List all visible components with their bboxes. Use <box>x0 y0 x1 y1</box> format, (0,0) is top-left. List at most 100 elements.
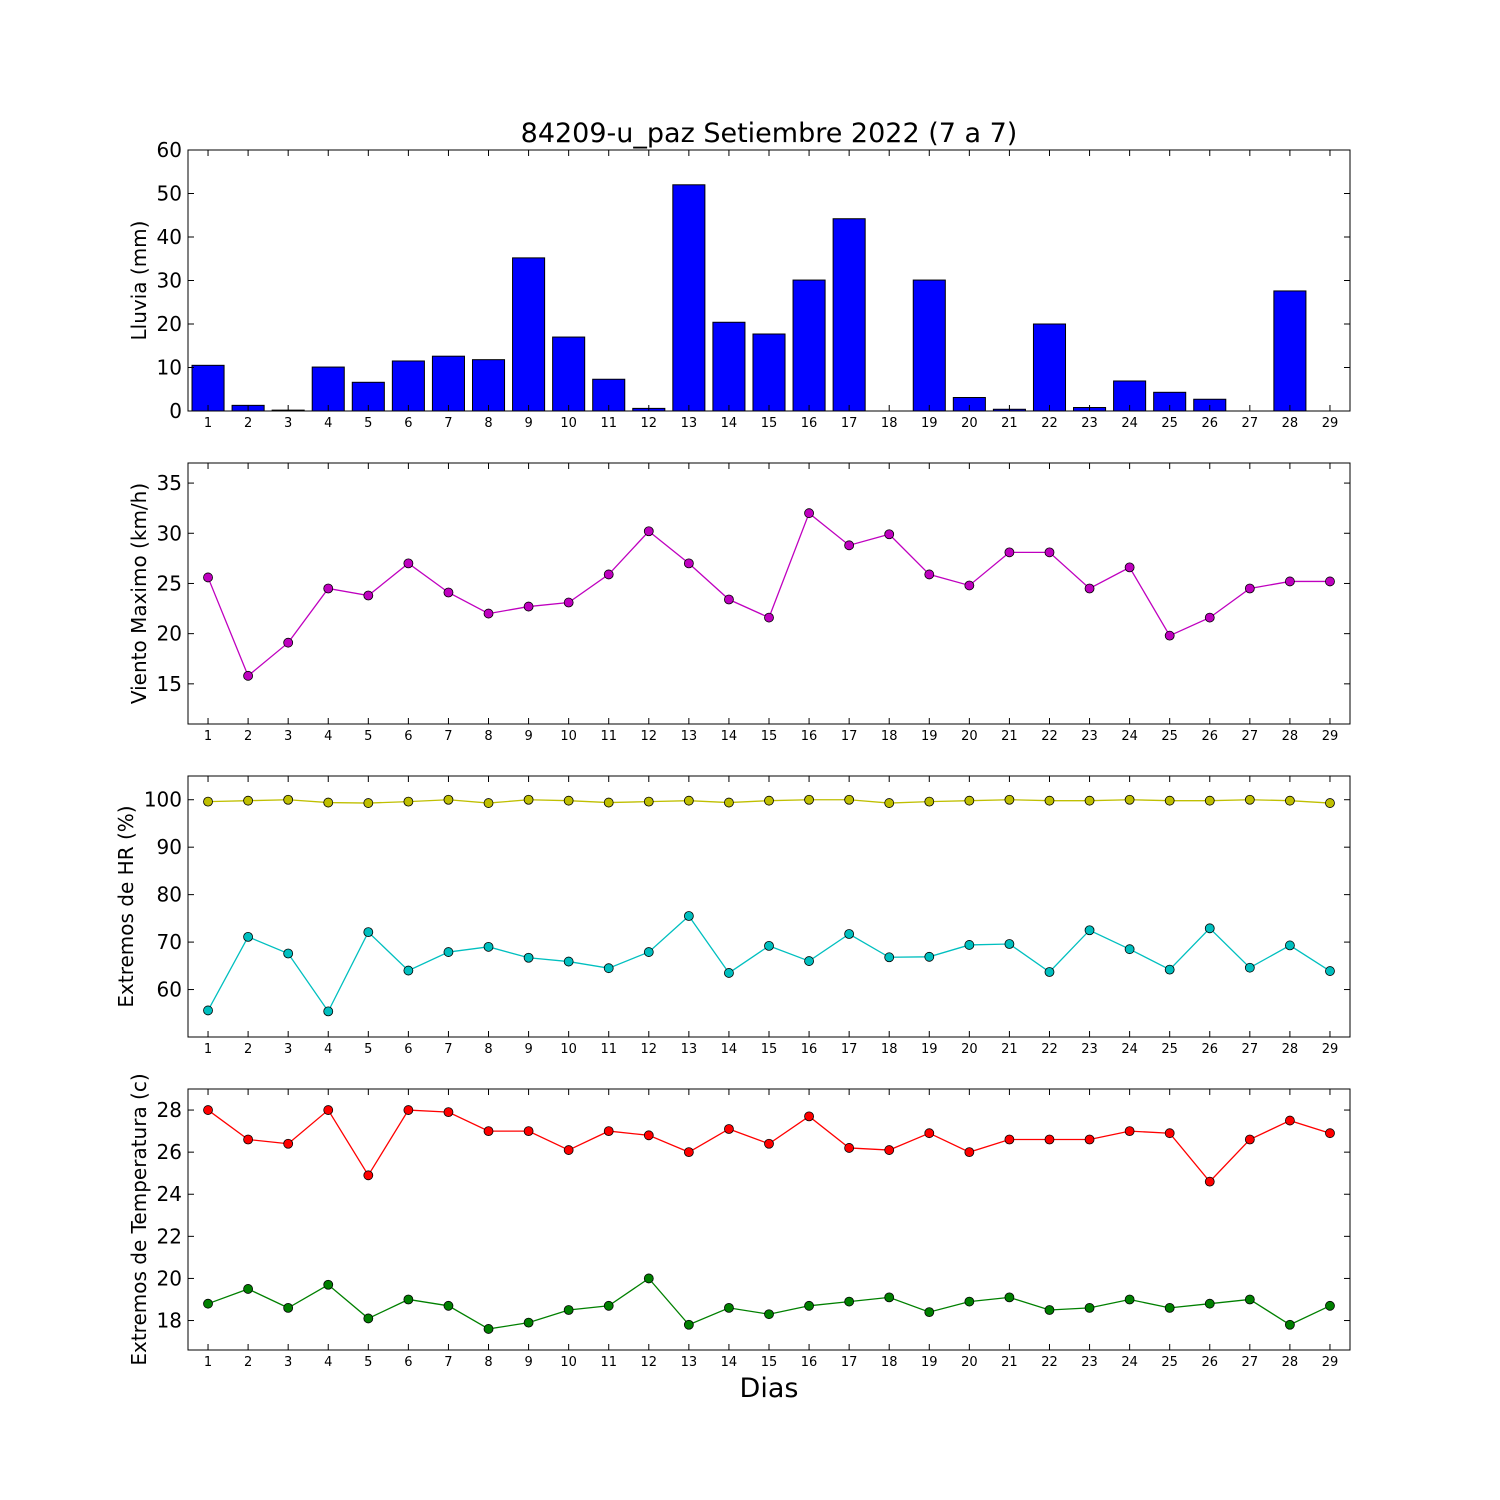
point-temperature-s1-20 <box>964 1147 975 1158</box>
point-wind-s1-14 <box>724 594 734 605</box>
xtick-label-rain-21: 21 <box>1001 416 1018 431</box>
ytick-label-temperature-28: 28 <box>157 1098 182 1122</box>
xtick-label-temperature-6: 6 <box>404 1355 412 1370</box>
bar-rain-17 <box>832 218 866 412</box>
point-wind-s1-10 <box>563 597 574 608</box>
xtick-label-temperature-4: 4 <box>324 1355 332 1370</box>
point-temperature-s2-29 <box>1325 1300 1335 1311</box>
point-humidity-s2-20 <box>964 940 975 950</box>
bar-rain-8 <box>471 359 506 412</box>
xtick-label-temperature-3: 3 <box>284 1355 292 1370</box>
point-temperature-s2-6 <box>403 1294 414 1305</box>
point-humidity-s2-27 <box>1244 962 1255 973</box>
ytick-label-humidity-60: 60 <box>157 978 182 1002</box>
point-humidity-s1-2 <box>243 795 254 806</box>
ytick-label-wind-30: 30 <box>157 521 182 545</box>
xtick-label-temperature-2: 2 <box>244 1355 252 1370</box>
xtick-label-temperature-17: 17 <box>841 1355 858 1370</box>
point-temperature-s2-15 <box>764 1309 774 1320</box>
point-humidity-s2-3 <box>283 948 294 959</box>
point-temperature-s1-15 <box>764 1138 774 1149</box>
xtick-label-humidity-14: 14 <box>721 1042 738 1057</box>
point-wind-s1-8 <box>483 608 494 619</box>
point-wind-s1-23 <box>1084 583 1095 594</box>
point-humidity-s2-2 <box>243 931 254 942</box>
point-wind-s1-4 <box>323 583 334 594</box>
point-temperature-s2-7 <box>443 1300 454 1311</box>
point-humidity-s1-27 <box>1244 794 1255 805</box>
xtick-label-wind-8: 8 <box>484 729 492 744</box>
point-humidity-s1-20 <box>964 795 975 806</box>
bar-rain-28 <box>1273 290 1307 412</box>
point-humidity-s2-29 <box>1325 966 1335 976</box>
point-humidity-s2-22 <box>1044 967 1055 977</box>
point-temperature-s1-1 <box>203 1105 213 1115</box>
point-wind-s1-7 <box>443 587 454 598</box>
point-wind-s1-25 <box>1164 630 1175 641</box>
point-temperature-s2-5 <box>363 1313 374 1324</box>
xtick-label-wind-21: 21 <box>1001 729 1018 744</box>
point-wind-s1-11 <box>603 569 614 580</box>
point-humidity-s2-6 <box>403 965 414 976</box>
xtick-label-wind-10: 10 <box>560 729 577 744</box>
xtick-label-humidity-18: 18 <box>881 1042 898 1057</box>
point-humidity-s2-23 <box>1084 925 1095 936</box>
xtick-label-temperature-22: 22 <box>1041 1355 1058 1370</box>
ytick-label-temperature-24: 24 <box>157 1182 182 1206</box>
point-temperature-s2-16 <box>804 1300 814 1311</box>
xtick-label-humidity-25: 25 <box>1161 1042 1178 1057</box>
point-temperature-s1-28 <box>1285 1115 1295 1126</box>
point-temperature-s1-23 <box>1084 1134 1095 1145</box>
xtick-label-wind-3: 3 <box>284 729 292 744</box>
xtick-label-rain-17: 17 <box>841 416 858 431</box>
xtick-label-humidity-22: 22 <box>1041 1042 1058 1057</box>
xtick-label-rain-7: 7 <box>444 416 452 431</box>
xtick-label-rain-20: 20 <box>961 416 978 431</box>
xtick-label-wind-27: 27 <box>1242 729 1259 744</box>
point-humidity-s1-24 <box>1124 794 1135 805</box>
ytick-label-humidity-80: 80 <box>157 883 182 907</box>
bar-rain-19 <box>912 279 946 412</box>
xtick-label-rain-16: 16 <box>801 416 818 431</box>
point-humidity-s2-17 <box>844 929 855 939</box>
point-humidity-s2-8 <box>483 941 494 952</box>
point-temperature-s1-5 <box>363 1170 374 1181</box>
point-humidity-s1-12 <box>643 796 654 807</box>
xtick-label-temperature-1: 1 <box>204 1355 212 1370</box>
ytick-label-rain-10: 10 <box>157 356 182 380</box>
point-temperature-s2-3 <box>283 1303 294 1313</box>
point-temperature-s1-11 <box>603 1126 614 1136</box>
xtick-label-temperature-20: 20 <box>961 1355 978 1370</box>
point-humidity-s2-12 <box>643 947 654 957</box>
xtick-label-rain-24: 24 <box>1121 416 1138 431</box>
point-humidity-s1-10 <box>563 795 574 806</box>
point-temperature-s2-27 <box>1244 1294 1255 1305</box>
xtick-label-humidity-23: 23 <box>1081 1042 1098 1057</box>
point-humidity-s1-5 <box>363 798 374 808</box>
point-temperature-s1-9 <box>523 1126 534 1136</box>
xtick-label-rain-5: 5 <box>364 416 372 431</box>
point-humidity-s1-4 <box>323 797 334 808</box>
point-temperature-s2-10 <box>563 1305 574 1315</box>
xtick-label-humidity-16: 16 <box>801 1042 818 1057</box>
point-temperature-s2-26 <box>1204 1298 1215 1309</box>
xtick-label-temperature-18: 18 <box>881 1355 898 1370</box>
point-temperature-s1-7 <box>443 1107 454 1118</box>
point-humidity-s1-13 <box>683 795 694 806</box>
point-temperature-s1-13 <box>683 1147 694 1158</box>
point-humidity-s2-11 <box>603 963 614 974</box>
ytick-label-wind-25: 25 <box>157 571 182 595</box>
bar-rain-16 <box>792 279 826 412</box>
point-temperature-s2-1 <box>203 1298 213 1309</box>
xtick-label-rain-4: 4 <box>324 416 332 431</box>
point-humidity-s2-19 <box>924 951 935 962</box>
point-temperature-s2-9 <box>523 1317 534 1328</box>
point-temperature-s2-25 <box>1164 1303 1175 1313</box>
xtick-label-rain-8: 8 <box>484 416 492 431</box>
xtick-label-temperature-23: 23 <box>1081 1355 1098 1370</box>
xtick-label-wind-29: 29 <box>1322 729 1339 744</box>
ytick-label-temperature-20: 20 <box>157 1266 182 1290</box>
ytick-label-rain-50: 50 <box>157 182 182 206</box>
